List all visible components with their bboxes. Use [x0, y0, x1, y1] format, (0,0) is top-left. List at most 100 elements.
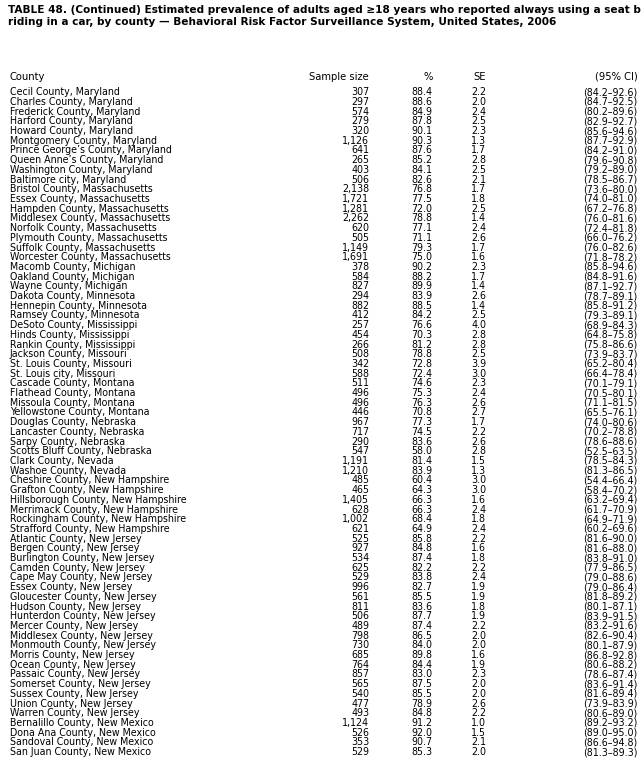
Text: 1,691: 1,691 — [342, 252, 369, 262]
Text: (83.8–91.0): (83.8–91.0) — [583, 553, 638, 563]
Text: 265: 265 — [351, 155, 369, 165]
Text: Sarpy County, Nebraska: Sarpy County, Nebraska — [10, 436, 125, 447]
Text: 446: 446 — [351, 407, 369, 417]
Text: 1,405: 1,405 — [342, 495, 369, 505]
Text: Wayne County, Michigan: Wayne County, Michigan — [10, 281, 127, 291]
Text: Bernalillo County, New Mexico: Bernalillo County, New Mexico — [10, 718, 153, 728]
Text: Howard County, Maryland: Howard County, Maryland — [10, 126, 133, 136]
Text: Hillsborough County, New Hampshire: Hillsborough County, New Hampshire — [10, 495, 187, 505]
Text: 2.6: 2.6 — [471, 436, 486, 447]
Text: 84.8: 84.8 — [412, 708, 433, 718]
Text: 2.7: 2.7 — [471, 407, 486, 417]
Text: 1.9: 1.9 — [471, 611, 486, 621]
Text: (79.6–90.8): (79.6–90.8) — [583, 155, 638, 165]
Text: 1.9: 1.9 — [471, 660, 486, 670]
Text: 1.8: 1.8 — [471, 553, 486, 563]
Text: (81.3–86.5): (81.3–86.5) — [583, 466, 638, 476]
Text: 2,262: 2,262 — [342, 214, 369, 223]
Text: (54.4–66.4): (54.4–66.4) — [583, 476, 638, 486]
Text: 84.0: 84.0 — [412, 641, 433, 651]
Text: 85.5: 85.5 — [412, 592, 433, 602]
Text: 85.3: 85.3 — [412, 747, 433, 757]
Text: 1.4: 1.4 — [471, 281, 486, 291]
Text: Cape May County, New Jersey: Cape May County, New Jersey — [10, 572, 152, 582]
Text: 84.1: 84.1 — [412, 165, 433, 175]
Text: 1.6: 1.6 — [471, 495, 486, 505]
Text: 86.5: 86.5 — [412, 631, 433, 641]
Text: 857: 857 — [351, 670, 369, 679]
Text: 2.2: 2.2 — [471, 708, 486, 718]
Text: 525: 525 — [351, 534, 369, 543]
Text: 1.8: 1.8 — [471, 515, 486, 524]
Text: 465: 465 — [351, 485, 369, 495]
Text: 477: 477 — [351, 698, 369, 708]
Text: 2.2: 2.2 — [471, 534, 486, 543]
Text: 90.2: 90.2 — [412, 262, 433, 272]
Text: 2.2: 2.2 — [471, 621, 486, 631]
Text: 2.4: 2.4 — [471, 524, 486, 534]
Text: Washington County, Maryland: Washington County, Maryland — [10, 165, 152, 175]
Text: (61.7–70.9): (61.7–70.9) — [583, 505, 638, 515]
Text: Dona Ana County, New Mexico: Dona Ana County, New Mexico — [10, 728, 155, 738]
Text: 3.0: 3.0 — [471, 485, 486, 495]
Text: (79.2–89.0): (79.2–89.0) — [583, 165, 638, 175]
Text: 2.0: 2.0 — [471, 679, 486, 689]
Text: 90.7: 90.7 — [412, 737, 433, 747]
Text: 403: 403 — [351, 165, 369, 175]
Text: (68.9–84.3): (68.9–84.3) — [583, 320, 638, 330]
Text: Scotts Bluff County, Nebraska: Scotts Bluff County, Nebraska — [10, 446, 151, 456]
Text: 2.8: 2.8 — [471, 330, 486, 340]
Text: 2.0: 2.0 — [471, 97, 486, 107]
Text: 565: 565 — [351, 679, 369, 689]
Text: 730: 730 — [351, 641, 369, 651]
Text: 574: 574 — [351, 106, 369, 116]
Text: 628: 628 — [351, 505, 369, 515]
Text: 290: 290 — [351, 436, 369, 447]
Text: 4.0: 4.0 — [471, 320, 486, 330]
Text: (80.6–88.2): (80.6–88.2) — [583, 660, 638, 670]
Text: 83.9: 83.9 — [412, 291, 433, 301]
Text: 2.6: 2.6 — [471, 397, 486, 408]
Text: (81.6–88.0): (81.6–88.0) — [583, 543, 638, 553]
Text: 2.6: 2.6 — [471, 698, 486, 708]
Text: 1,281: 1,281 — [342, 204, 369, 214]
Text: 2.3: 2.3 — [471, 126, 486, 136]
Text: 70.8: 70.8 — [412, 407, 433, 417]
Text: Bristol County, Massachusetts: Bristol County, Massachusetts — [10, 184, 153, 195]
Text: 1.9: 1.9 — [471, 592, 486, 602]
Text: (72.4–81.8): (72.4–81.8) — [583, 223, 638, 233]
Text: Sample size: Sample size — [310, 71, 369, 82]
Text: 90.3: 90.3 — [412, 136, 433, 146]
Text: 2.0: 2.0 — [471, 631, 486, 641]
Text: Montgomery County, Maryland: Montgomery County, Maryland — [10, 136, 156, 146]
Text: 84.8: 84.8 — [412, 543, 433, 553]
Text: 717: 717 — [351, 427, 369, 437]
Text: 2.2: 2.2 — [471, 87, 486, 97]
Text: 529: 529 — [351, 747, 369, 757]
Text: 489: 489 — [351, 621, 369, 631]
Text: Mercer County, New Jersey: Mercer County, New Jersey — [10, 621, 138, 631]
Text: Jackson County, Missouri: Jackson County, Missouri — [10, 350, 128, 359]
Text: St. Louis city, Missouri: St. Louis city, Missouri — [10, 369, 115, 378]
Text: Hampden County, Massachusetts: Hampden County, Massachusetts — [10, 204, 169, 214]
Text: 2.8: 2.8 — [471, 446, 486, 456]
Text: (84.2–91.0): (84.2–91.0) — [583, 145, 638, 156]
Text: 2.5: 2.5 — [471, 310, 486, 321]
Text: (82.9–92.7): (82.9–92.7) — [583, 116, 638, 126]
Text: 87.4: 87.4 — [412, 621, 433, 631]
Text: (58.4–70.2): (58.4–70.2) — [583, 485, 638, 495]
Text: 76.3: 76.3 — [412, 397, 433, 408]
Text: Burlington County, New Jersey: Burlington County, New Jersey — [10, 553, 154, 563]
Text: 87.8: 87.8 — [412, 116, 433, 126]
Text: 827: 827 — [351, 281, 369, 291]
Text: (70.2–78.8): (70.2–78.8) — [583, 427, 638, 437]
Text: 74.5: 74.5 — [412, 427, 433, 437]
Text: Macomb County, Michigan: Macomb County, Michigan — [10, 262, 135, 272]
Text: 77.1: 77.1 — [412, 223, 433, 233]
Text: 91.2: 91.2 — [412, 718, 433, 728]
Text: (87.1–92.7): (87.1–92.7) — [583, 281, 638, 291]
Text: (89.2–93.2): (89.2–93.2) — [583, 718, 638, 728]
Text: (65.2–80.4): (65.2–80.4) — [583, 359, 638, 369]
Text: 526: 526 — [351, 728, 369, 738]
Text: Hinds County, Mississippi: Hinds County, Mississippi — [10, 330, 129, 340]
